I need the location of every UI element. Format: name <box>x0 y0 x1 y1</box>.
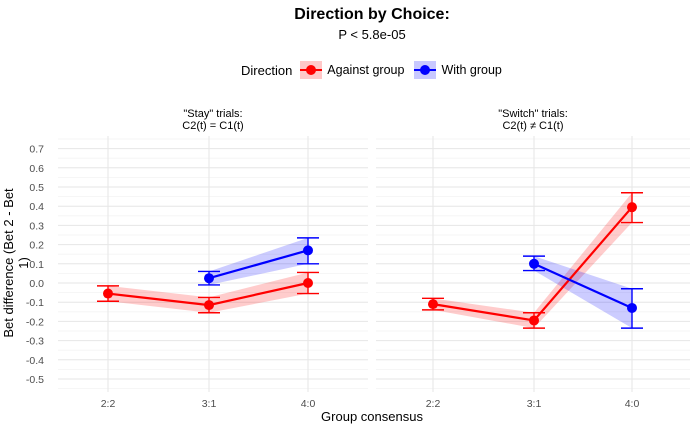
y-tick-label: -0.3 <box>26 336 44 348</box>
confidence-ribbon <box>108 272 308 313</box>
legend: Direction Against group With group <box>241 60 512 80</box>
data-point <box>627 202 637 213</box>
legend-label-against-group: Against group <box>327 63 405 77</box>
data-point <box>303 245 313 256</box>
legend-item-against-group: Against group <box>300 61 404 79</box>
panel-title-switch-line2: C2(t) ≠ C1(t) <box>502 120 564 132</box>
data-point <box>529 258 539 269</box>
data-point <box>303 278 313 288</box>
x-tick-label: 3:1 <box>202 398 217 410</box>
panel-switch: 2:2 3:1 4:0 <box>376 136 690 410</box>
legend-item-with-group: With group <box>414 61 502 79</box>
y-axis-label: Bet difference (Bet 2 - Bet 1) <box>1 188 31 338</box>
panel-title-switch: "Switch" trials: C2(t) ≠ C1(t) <box>376 108 690 132</box>
panel-title-stay: "Stay" trials: C2(t) = C1(t) <box>58 108 368 132</box>
y-tick-label: -0.5 <box>26 374 44 386</box>
y-tick-label: 0.6 <box>29 163 44 175</box>
data-point <box>428 299 438 310</box>
panel-stay: 2:2 3:1 4:0 <box>58 136 368 410</box>
confidence-ribbon <box>209 237 308 285</box>
data-point <box>204 300 214 311</box>
x-tick-label: 4:0 <box>301 398 316 410</box>
x-axis-label: Group consensus <box>321 409 423 424</box>
y-tick-label: -0.1 <box>26 297 44 309</box>
chart-subtitle: P < 5.8e-05 <box>338 27 406 42</box>
x-tick-label: 4:0 <box>625 398 640 410</box>
legend-key-with-group <box>414 61 437 79</box>
x-tick-label: 3:1 <box>527 398 542 410</box>
x-tick-label: 2:2 <box>101 398 116 410</box>
y-tick-label: 0.3 <box>29 220 44 232</box>
y-tick-label: 0.5 <box>29 182 44 194</box>
legend-label-with-group: With group <box>441 63 502 77</box>
y-tick-label: 0.0 <box>29 278 44 290</box>
legend-key-against-group <box>300 61 323 79</box>
data-point <box>204 273 214 284</box>
y-tick-label: 0.2 <box>29 240 44 252</box>
panel-title-switch-line1: "Switch" trials: <box>498 108 568 120</box>
y-tick-label: 0.7 <box>29 144 44 156</box>
data-point <box>627 302 637 313</box>
data-point <box>103 288 113 299</box>
panel-title-stay-line1: "Stay" trials: <box>183 108 243 120</box>
chart-title: Direction by Choice: <box>294 6 450 23</box>
y-tick-label: 0.4 <box>29 201 44 213</box>
y-tick-label: -0.4 <box>26 355 44 367</box>
legend-title: Direction <box>241 62 293 78</box>
y-tick-label: -0.2 <box>26 316 44 328</box>
confidence-ribbon <box>433 192 632 329</box>
data-point <box>529 315 539 326</box>
series-line <box>533 262 633 309</box>
y-tick-label: 0.1 <box>29 259 44 271</box>
panel-title-stay-line2: C2(t) = C1(t) <box>182 120 244 132</box>
series-line <box>208 249 309 280</box>
x-tick-label: 2:2 <box>426 398 441 410</box>
